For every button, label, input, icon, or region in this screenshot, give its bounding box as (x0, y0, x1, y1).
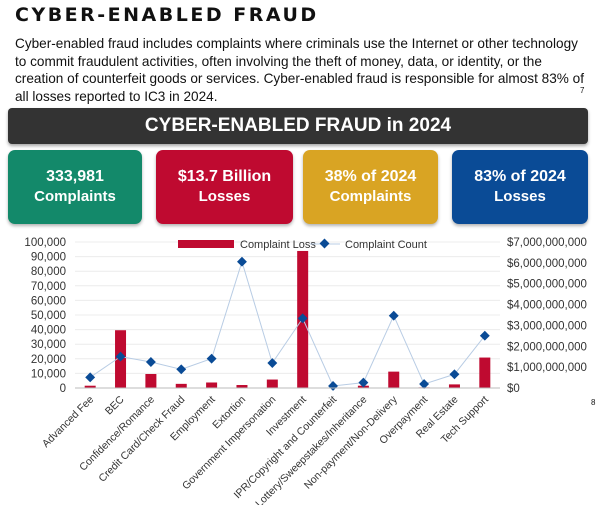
point-complaint-count (115, 351, 126, 362)
point-complaint-count (206, 353, 217, 364)
legend: Complaint Loss Complaint Count (178, 238, 427, 251)
point-complaint-count (267, 358, 278, 368)
left-tick-label: 10,000 (31, 368, 66, 380)
stat-value: 83% of 2024 (474, 168, 566, 185)
bar-complaint-loss (84, 385, 96, 388)
point-complaint-count (237, 256, 247, 267)
left-tick-label: 40,000 (31, 325, 66, 337)
bar-complaint-loss (266, 379, 278, 388)
footnote-8: 8 (591, 398, 596, 407)
stat-label: Losses (494, 188, 546, 205)
stat-complaints-share: 38% of 2024 Complaints (303, 150, 438, 224)
bar-complaint-loss (206, 382, 218, 388)
point-complaint-count (176, 364, 187, 375)
left-tick-label: 30,000 (31, 339, 66, 351)
footnote-7: 7 (580, 86, 585, 95)
fraud-chart: 0 10,000 20,000 30,000 40,000 50,000 60,000 70,… (24, 237, 587, 505)
right-tick-label: $4,000,000,000 (507, 300, 587, 312)
right-tick-label: $1,000,000,000 (507, 362, 587, 374)
left-tick-label: 50,000 (31, 310, 66, 322)
legend-label-count: Complaint Count (345, 239, 427, 251)
right-tick-label: $6,000,000,000 (507, 258, 587, 270)
right-tick-label: $2,000,000,000 (507, 341, 587, 353)
bar-complaint-loss (479, 357, 491, 388)
stat-value: 333,981 (46, 168, 104, 185)
stat-value: $13.7 Billion (177, 168, 272, 185)
point-complaint-count (419, 379, 430, 390)
point-complaint-count (358, 377, 369, 388)
bar-complaint-loss (236, 385, 248, 388)
left-tick-label: 100,000 (24, 237, 66, 249)
left-tick-label: 60,000 (31, 295, 66, 307)
point-complaint-count (85, 372, 96, 383)
right-tick-label: $0 (507, 383, 520, 395)
legend-marker-count (319, 238, 330, 249)
point-complaint-count (479, 330, 490, 341)
bar-complaint-loss (145, 373, 157, 388)
right-tick-label: $3,000,000,000 (507, 320, 587, 332)
bar-complaint-loss (388, 371, 400, 388)
point-complaint-count (449, 369, 460, 380)
legend-label-loss: Complaint Loss (240, 239, 316, 251)
point-complaint-count (328, 381, 338, 391)
legend-swatch-loss (178, 240, 234, 248)
point-complaint-count (388, 310, 399, 321)
stat-label: Complaints (34, 188, 116, 205)
line-complaint-count (89, 260, 486, 387)
left-tick-label: 0 (60, 383, 66, 395)
left-tick-label: 20,000 (31, 354, 66, 366)
right-tick-label: $7,000,000,000 (507, 237, 587, 249)
banner-heading: CYBER-ENABLED FRAUD in 2024 (8, 108, 588, 144)
category-label: Advanced Fee (40, 394, 96, 450)
page-title: CYBER-ENABLED FRAUD (15, 4, 319, 26)
stat-losses-share: 83% of 2024 Losses (452, 150, 588, 224)
category-label: BEC (103, 393, 127, 417)
bar-complaint-loss (448, 384, 460, 388)
stat-value: 38% of 2024 (324, 168, 417, 185)
intro-paragraph: Cyber-enabled fraud includes complaints … (15, 36, 584, 104)
stat-losses: $13.7 Billion Losses (156, 150, 293, 224)
left-tick-label: 80,000 (31, 266, 66, 278)
bar-complaint-loss (175, 383, 187, 388)
stat-label: Complaints (329, 188, 412, 205)
left-tick-label: 90,000 (31, 252, 66, 264)
left-tick-label: 70,000 (31, 281, 66, 293)
stat-label: Losses (198, 188, 251, 205)
right-tick-label: $5,000,000,000 (507, 279, 587, 291)
point-complaint-count (145, 357, 156, 367)
stat-complaints: 333,981 Complaints (8, 150, 142, 224)
